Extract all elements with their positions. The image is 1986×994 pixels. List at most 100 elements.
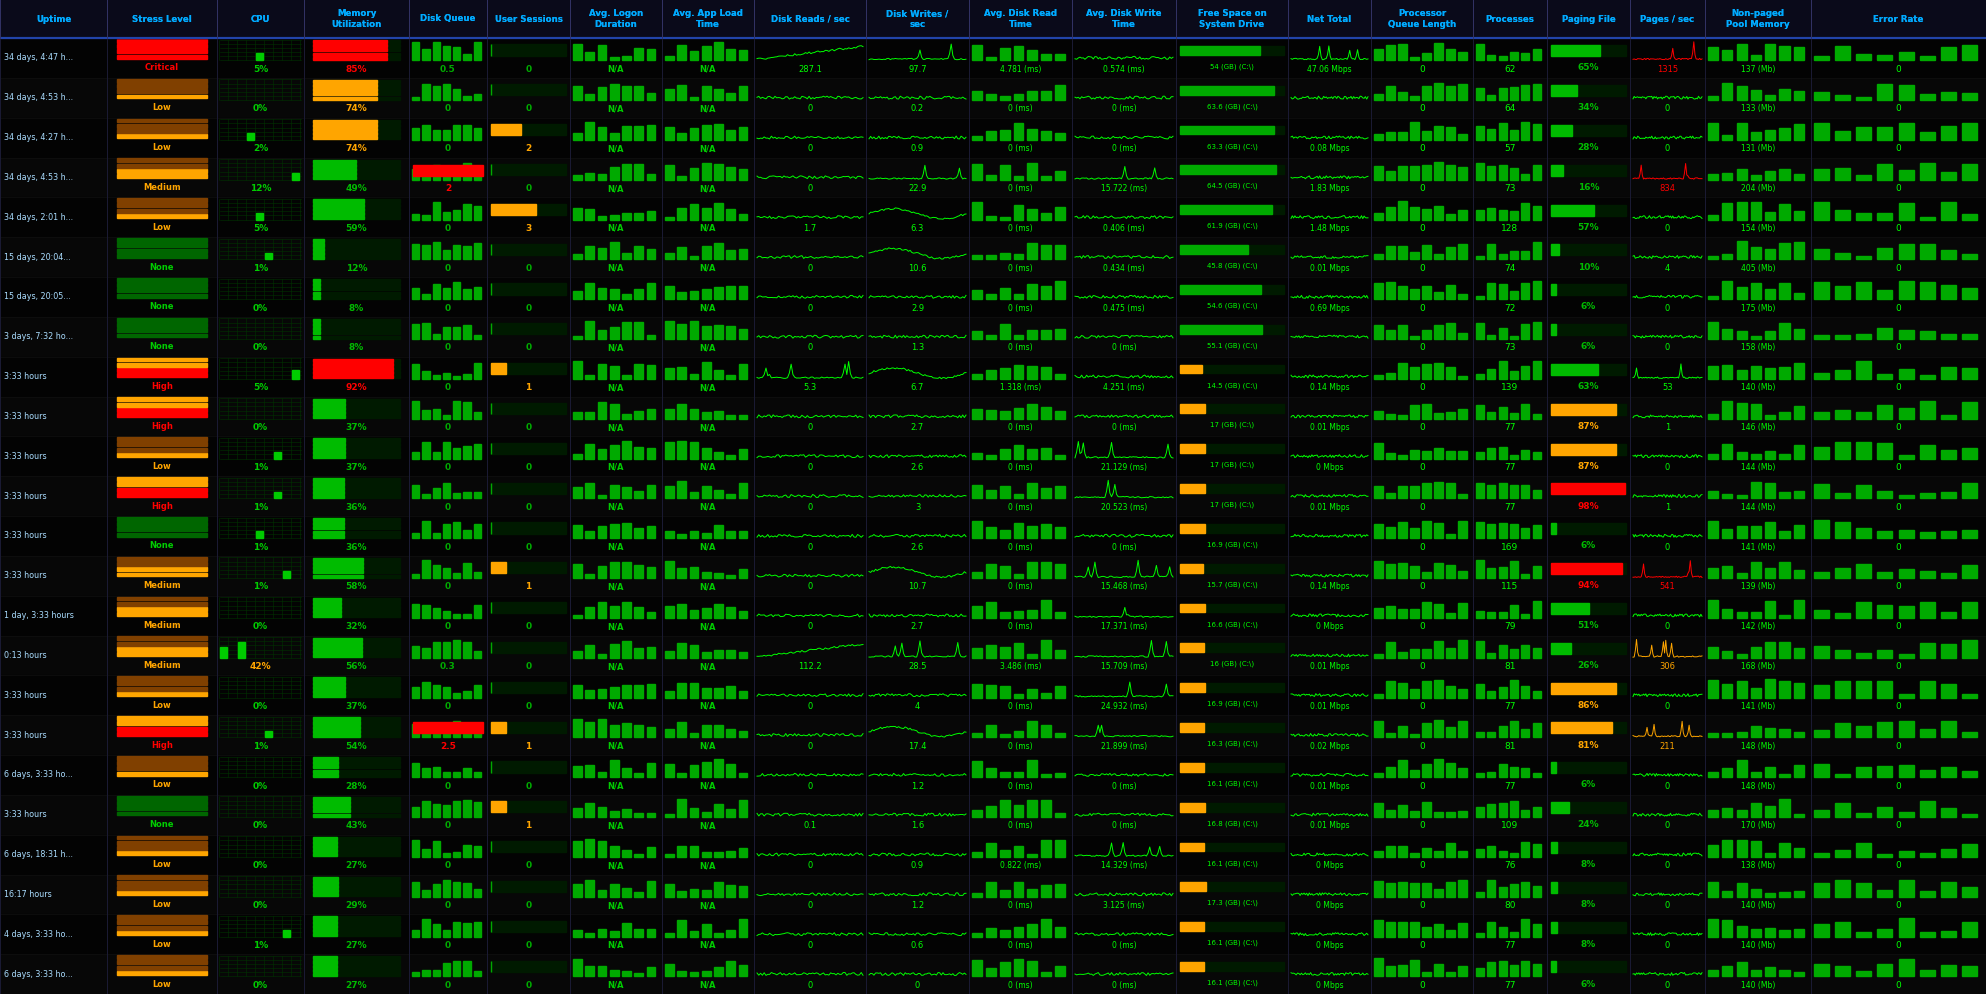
Bar — [715, 852, 723, 857]
Bar — [1041, 213, 1051, 220]
Bar — [314, 248, 324, 250]
Bar — [314, 769, 338, 772]
Bar — [1551, 324, 1555, 335]
Bar — [598, 45, 606, 61]
Bar — [985, 565, 995, 579]
Text: 0: 0 — [1664, 902, 1670, 911]
Bar — [715, 525, 723, 539]
Bar — [985, 685, 995, 698]
Bar — [586, 282, 594, 299]
Bar — [0, 635, 1986, 675]
Text: N/A: N/A — [608, 423, 624, 432]
Text: 77: 77 — [1503, 981, 1515, 990]
Bar — [999, 686, 1009, 698]
Bar — [1551, 882, 1627, 893]
Bar — [701, 608, 711, 618]
Bar — [1398, 608, 1406, 618]
Bar — [1509, 721, 1517, 738]
Text: N/A: N/A — [699, 144, 717, 153]
Bar — [701, 362, 711, 379]
Bar — [433, 410, 441, 418]
Bar — [1708, 771, 1718, 777]
Text: 14.329 (ms): 14.329 (ms) — [1100, 861, 1148, 870]
Bar — [1962, 530, 1976, 539]
Bar — [1027, 404, 1037, 418]
Bar — [985, 410, 995, 418]
Bar — [1551, 364, 1627, 375]
Bar — [1386, 564, 1394, 579]
Text: 6%: 6% — [1581, 342, 1597, 351]
Bar — [715, 370, 723, 379]
Bar — [453, 523, 461, 539]
Bar — [0, 117, 1986, 157]
Bar — [1752, 283, 1762, 299]
Bar — [314, 45, 387, 48]
Bar — [314, 53, 387, 56]
Bar — [1793, 683, 1803, 698]
Bar — [453, 771, 461, 777]
Bar — [1766, 967, 1775, 976]
Text: N/A: N/A — [608, 622, 624, 631]
Bar — [647, 92, 655, 100]
Bar — [985, 967, 995, 976]
Bar — [1779, 773, 1789, 777]
Bar — [1434, 851, 1442, 857]
Bar — [314, 682, 346, 685]
Text: Medium: Medium — [143, 621, 181, 630]
Text: 0: 0 — [1895, 384, 1901, 393]
Bar — [647, 211, 655, 220]
Bar — [1055, 884, 1064, 897]
Text: 16.3 (GB) (C:\): 16.3 (GB) (C:\) — [1207, 741, 1257, 747]
Bar — [314, 84, 399, 87]
Bar — [314, 136, 399, 139]
Bar — [475, 93, 481, 100]
Bar — [491, 45, 566, 56]
Bar — [1458, 640, 1466, 658]
Bar — [314, 487, 344, 490]
Bar — [689, 568, 699, 579]
Bar — [1055, 611, 1064, 618]
Text: N/A: N/A — [608, 384, 624, 393]
Text: 0: 0 — [445, 702, 451, 711]
Bar — [117, 482, 207, 486]
Bar — [739, 214, 747, 220]
Bar — [1476, 807, 1484, 817]
Bar — [117, 209, 207, 213]
Bar — [1488, 921, 1495, 936]
Bar — [1398, 882, 1406, 897]
Bar — [1551, 523, 1555, 535]
Bar — [314, 894, 399, 897]
Bar — [314, 562, 399, 566]
Text: 0.475 (ms): 0.475 (ms) — [1102, 303, 1144, 312]
Bar — [314, 809, 399, 812]
Bar — [314, 602, 342, 605]
Bar — [491, 761, 566, 772]
Bar — [1920, 643, 1934, 658]
Bar — [701, 852, 711, 857]
Text: 133 (Mb): 133 (Mb) — [1742, 104, 1775, 113]
Bar — [314, 323, 320, 326]
Bar — [1374, 772, 1382, 777]
Bar — [1410, 166, 1418, 180]
Text: 5%: 5% — [252, 65, 268, 74]
Bar — [1708, 647, 1718, 658]
Bar — [715, 325, 723, 339]
Bar — [647, 612, 655, 618]
Text: 12%: 12% — [346, 263, 367, 272]
Bar — [1736, 495, 1748, 498]
Bar — [999, 324, 1009, 339]
Bar — [1410, 959, 1418, 976]
Bar — [117, 493, 207, 497]
Bar — [117, 522, 207, 526]
Bar — [443, 414, 451, 418]
Bar — [314, 124, 399, 127]
Bar — [1499, 165, 1507, 180]
Bar — [314, 694, 346, 697]
Bar — [1940, 415, 1956, 418]
Bar — [117, 568, 207, 572]
Bar — [314, 722, 399, 725]
Bar — [1551, 602, 1627, 614]
Text: 2.7: 2.7 — [912, 423, 923, 432]
Bar — [411, 43, 419, 61]
Bar — [443, 83, 451, 100]
